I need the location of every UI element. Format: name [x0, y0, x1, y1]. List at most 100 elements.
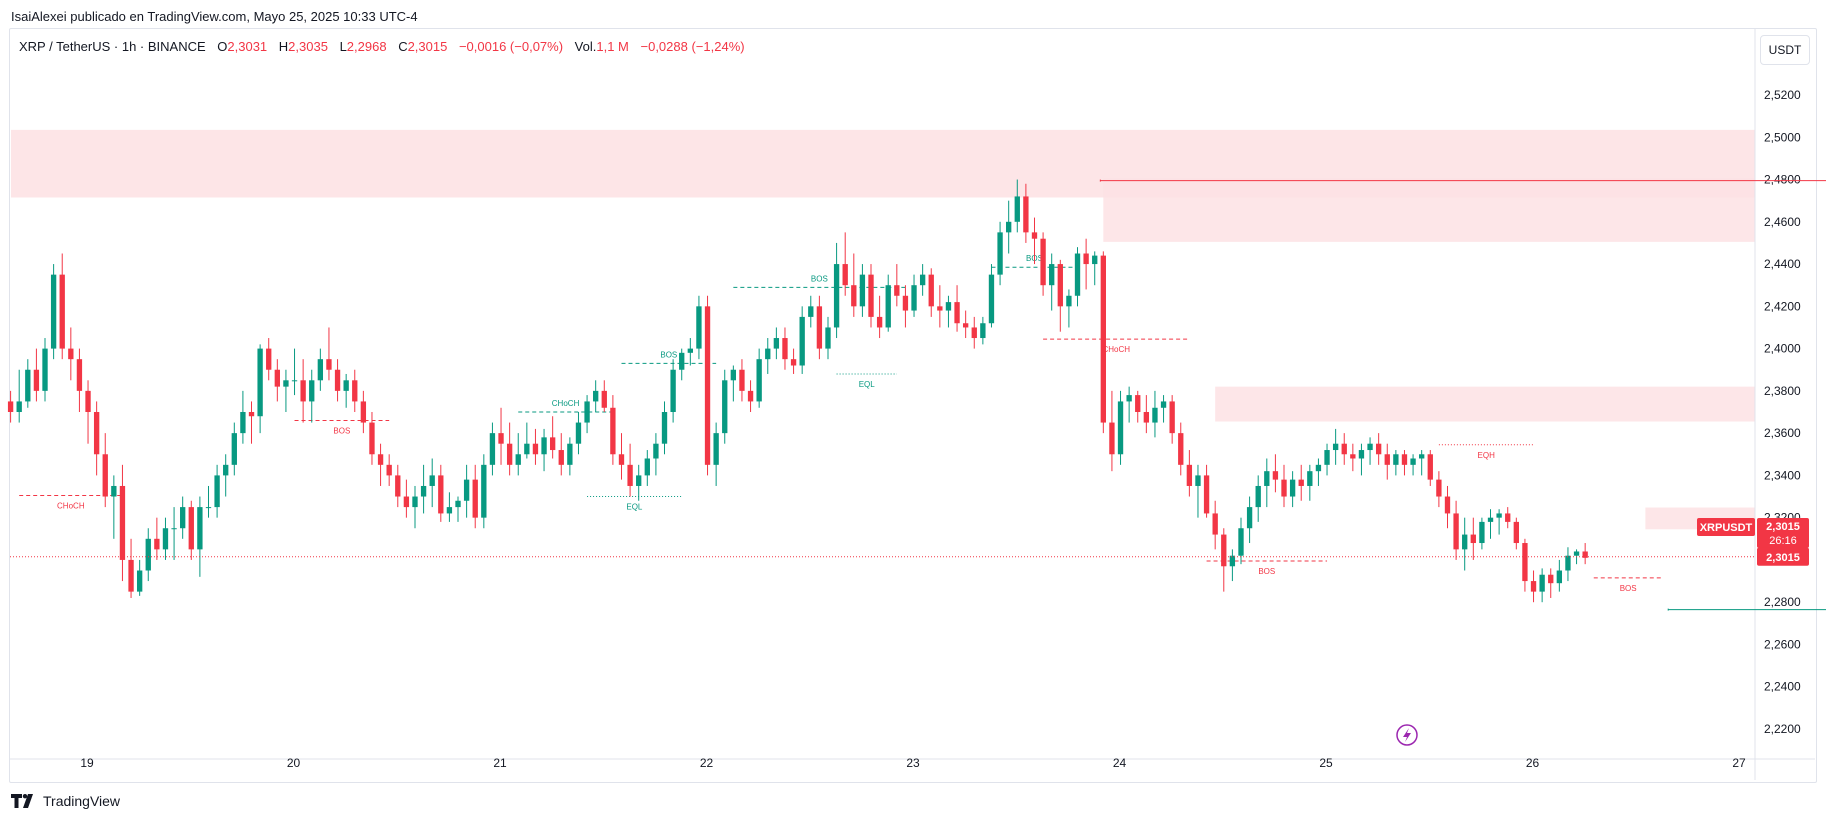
candle-body — [266, 348, 272, 370]
candle-body — [291, 380, 298, 382]
candle-body — [842, 264, 848, 286]
symbol-tag-label: XRPUSDT — [1700, 522, 1753, 534]
candle-body — [1272, 471, 1279, 480]
candle-body — [825, 327, 831, 349]
candle-body — [1195, 475, 1201, 486]
x-tick-label: 20 — [287, 756, 301, 770]
candle-body — [558, 450, 564, 465]
candle-body — [42, 348, 48, 391]
x-tick-label: 24 — [1113, 756, 1127, 770]
candle-body — [59, 274, 65, 349]
x-tick-label: 25 — [1319, 756, 1333, 770]
candle-body — [455, 500, 461, 508]
candle-body — [506, 443, 513, 465]
open-label: O — [217, 39, 228, 54]
candle-body — [1031, 232, 1038, 239]
candle-body — [197, 507, 203, 550]
candle-body — [128, 559, 134, 592]
currency-button[interactable]: USDT — [1760, 35, 1810, 65]
candle-body — [696, 306, 702, 349]
candle-body — [851, 285, 857, 307]
candle-body — [524, 443, 530, 455]
tradingview-footer[interactable]: TradingView — [11, 793, 120, 809]
candle-body — [1487, 517, 1494, 522]
candle-body — [1410, 458, 1416, 465]
candle-body — [1074, 253, 1081, 296]
symbol-name[interactable]: XRP / TetherUS · 1h · BINANCE — [19, 39, 206, 54]
candle-body — [1358, 450, 1365, 459]
candle-body — [704, 306, 711, 465]
candle-body — [687, 348, 693, 353]
candle-body — [541, 437, 547, 455]
candle-body — [1341, 443, 1347, 455]
candle-body — [248, 412, 255, 417]
structure-label: BOS — [1258, 567, 1275, 576]
candle-body — [438, 475, 444, 514]
annotations-layer: CHoCHBOSCHoCHEQLBOSBOSEQLBOSCHoCHBOSEQHB… — [19, 254, 1663, 593]
candle-body — [1436, 479, 1442, 497]
candle-body — [93, 412, 100, 455]
candle-body — [420, 485, 427, 497]
candle-body — [1513, 521, 1519, 544]
structure-label: BOS — [660, 350, 677, 359]
levels-layer: Strong HighWeak Low — [1099, 179, 1826, 611]
symbol-legend: XRP / TetherUS · 1h · BINANCE O2,3031 H2… — [19, 39, 745, 54]
candle-body — [1375, 443, 1382, 455]
candle-body — [1221, 534, 1227, 567]
candle-body — [919, 274, 926, 286]
structure-label: EQH — [1478, 451, 1496, 460]
candle-body — [1522, 543, 1528, 582]
y-tick-label: 2,4200 — [1764, 299, 1801, 313]
candle-body — [773, 338, 780, 349]
y-tick-label: 2,4000 — [1764, 342, 1801, 356]
candle-body — [799, 316, 805, 366]
y-tick-label: 2,4400 — [1764, 257, 1801, 271]
candle-body — [567, 443, 573, 465]
candle-body — [1023, 196, 1029, 233]
symbol-tag-bg — [1697, 518, 1755, 536]
candle-body — [481, 464, 487, 518]
candle-body — [1255, 485, 1261, 508]
candle-body — [1100, 255, 1106, 423]
candle-body — [1496, 513, 1502, 518]
candle-body — [713, 433, 719, 465]
candle-body — [343, 380, 349, 391]
last-price-tag-bg — [1757, 547, 1809, 566]
candle-body — [180, 507, 186, 529]
y-tick-label: 2,4800 — [1764, 173, 1801, 187]
candle-body — [240, 412, 246, 434]
candle-body — [154, 538, 160, 550]
structure-label: EQL — [859, 380, 876, 389]
candle-body — [68, 348, 74, 360]
close-label: C — [398, 39, 408, 54]
candle-body — [937, 306, 943, 311]
candle-body — [334, 369, 341, 391]
candle-body — [782, 338, 788, 360]
x-tick-label: 23 — [906, 756, 920, 770]
x-tick-label: 21 — [493, 756, 507, 770]
candle-body — [971, 327, 977, 339]
candle-body — [1539, 574, 1545, 592]
candle-body — [1109, 422, 1115, 455]
candle-body — [997, 232, 1003, 275]
candle-body — [962, 323, 969, 328]
candle-body — [618, 454, 625, 465]
candle-body — [446, 507, 453, 514]
volume-label: Vol. — [574, 39, 597, 54]
candle-body — [1548, 574, 1554, 584]
y-tick-label: 2,2200 — [1764, 722, 1801, 736]
candle-body — [1057, 264, 1063, 307]
candle-body — [610, 407, 616, 455]
candle-body — [498, 433, 504, 444]
candle-body — [1135, 395, 1141, 412]
candle-body — [584, 401, 590, 423]
candle-body — [326, 359, 332, 370]
candle-body — [1143, 412, 1150, 423]
candle-body — [412, 496, 418, 508]
candle-body — [1212, 513, 1218, 535]
candle-body — [1083, 253, 1089, 265]
footer-brand: TradingView — [43, 793, 121, 809]
candle-body — [1229, 555, 1236, 567]
candle-body — [739, 369, 745, 391]
